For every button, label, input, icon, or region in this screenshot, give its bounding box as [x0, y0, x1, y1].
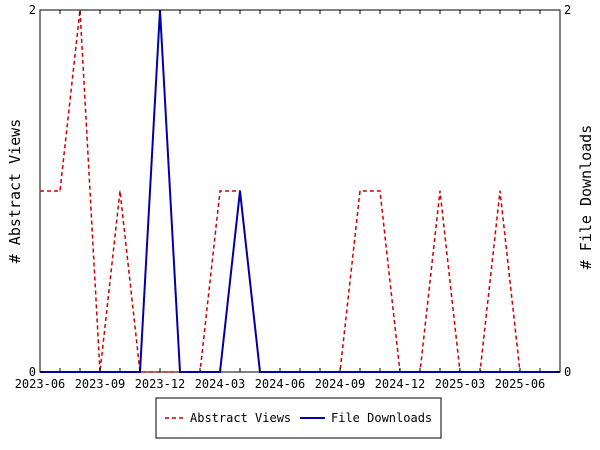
plot-area [39, 9, 561, 373]
point-abstract-views-2023-10 [119, 190, 121, 192]
x-axis: 2023-06 2023-09 2023-12 2024-03 2024-06 2024-… [15, 10, 561, 391]
point-abstract-views-2025-02 [439, 190, 441, 192]
plot-frame [39, 9, 561, 373]
y-tick-label-left: 2 [29, 3, 36, 17]
y-axis-left-title: # Abstract Views [6, 119, 24, 264]
legend: Abstract Views File Downloads [155, 397, 442, 439]
legend-label-file-downloads: File Downloads [331, 411, 432, 425]
point-abstract-views-2025-05 [499, 190, 501, 192]
y-tick-label-right: 2 [564, 3, 571, 17]
point-abstract-views-2024-03 [219, 190, 221, 192]
y-axis-right-title: # File Downloads [577, 125, 595, 270]
point-abstract-views-2024-10 [359, 190, 361, 192]
point-file-downloads-2024-04 [239, 190, 241, 192]
x-tick-label: 2024-06 [255, 377, 306, 391]
y-axes: 0 2 0 2 [29, 3, 571, 379]
y-tick-label-right: 0 [564, 365, 571, 379]
x-tick-label: 2023-06 [15, 377, 66, 391]
x-tick-label: 2024-09 [315, 377, 366, 391]
x-tick-label: 2025-03 [435, 377, 486, 391]
x-tick-label: 2025-06 [495, 377, 546, 391]
x-tick-label: 2023-12 [135, 377, 186, 391]
x-tick-label: 2024-03 [195, 377, 246, 391]
y-tick-label-left: 0 [29, 365, 36, 379]
x-tick-label: 2024-12 [375, 377, 426, 391]
point-abstract-views-2023-07 [59, 190, 61, 192]
point-abstract-views-2023-06 [39, 190, 41, 192]
x-tick-label: 2023-09 [75, 377, 126, 391]
legend-label-abstract-views: Abstract Views [190, 411, 291, 425]
point-abstract-views-2024-11 [379, 190, 381, 192]
legend-box [155, 397, 442, 439]
